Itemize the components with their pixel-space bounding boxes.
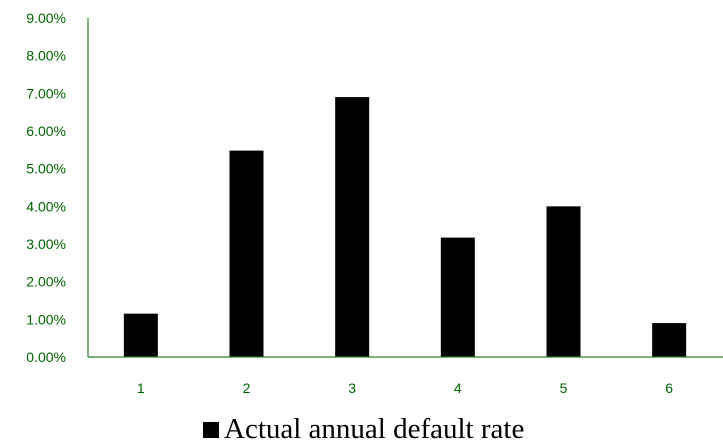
x-tick-label: 1: [137, 380, 145, 396]
bar-series: [123, 97, 687, 357]
bar-category-2: [229, 150, 264, 357]
y-tick-label: 8.00%: [26, 48, 66, 64]
legend-label: Actual annual default rate: [224, 413, 524, 441]
bar-category-3: [335, 97, 370, 357]
y-tick-label: 5.00%: [26, 161, 66, 177]
x-tick-label: 4: [454, 380, 462, 396]
y-tick-label: 4.00%: [26, 198, 66, 214]
x-axis-tick-labels: 1 2 3 4 5 6: [137, 380, 673, 396]
x-tick-label: 5: [560, 380, 568, 396]
bar-category-5: [546, 206, 581, 357]
y-tick-label: 7.00%: [26, 85, 66, 101]
x-tick-label: 6: [665, 380, 673, 396]
bar-category-6: [652, 323, 687, 357]
bar-category-1: [123, 313, 158, 357]
y-tick-label: 3.00%: [26, 236, 66, 252]
y-tick-label: 6.00%: [26, 123, 66, 139]
bar-category-4: [440, 237, 475, 357]
x-tick-label: 3: [348, 380, 356, 396]
legend: Actual annual default rate: [203, 413, 524, 441]
y-tick-label: 1.00%: [26, 311, 66, 327]
x-tick-label: 2: [243, 380, 251, 396]
legend-swatch: [203, 422, 219, 438]
y-tick-label: 2.00%: [26, 274, 66, 290]
y-tick-label: 0.00%: [26, 349, 66, 365]
y-axis-tick-labels: 0.00% 1.00% 2.00% 3.00% 4.00% 5.00% 6.00% 7.00%…: [26, 10, 66, 365]
y-tick-label: 9.00%: [26, 10, 66, 26]
